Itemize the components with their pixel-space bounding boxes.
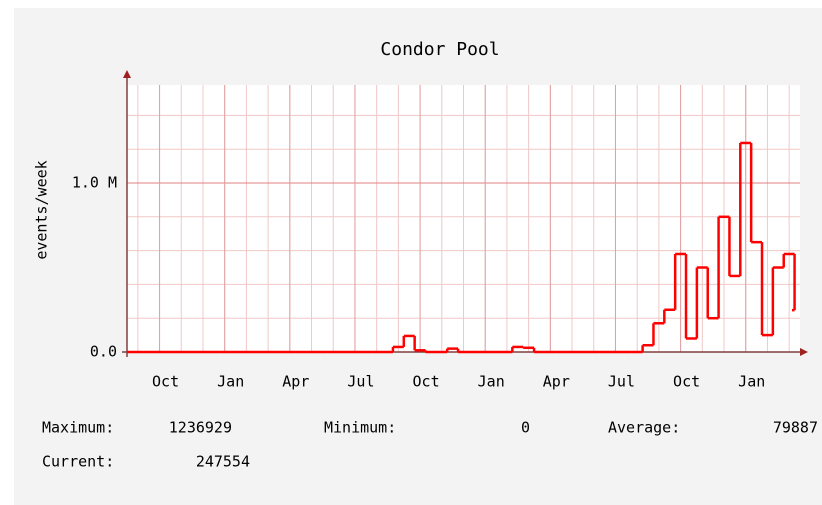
x-tick-label: Jan bbox=[217, 373, 244, 391]
y-axis-arrow bbox=[123, 70, 131, 78]
x-tick-label: Jul bbox=[347, 373, 374, 391]
y-tick-label: 0.0 bbox=[90, 343, 117, 361]
x-tick-label: Jan bbox=[738, 373, 765, 391]
stat-value: 79887 bbox=[773, 419, 818, 437]
stat-label: Maximum: bbox=[42, 419, 114, 437]
stat-value: 1236929 bbox=[169, 419, 232, 437]
chart-title: Condor Pool bbox=[380, 39, 499, 60]
y-tick-label: 1.0 M bbox=[72, 174, 117, 192]
x-axis-arrow bbox=[800, 348, 808, 356]
x-tick-label: Oct bbox=[152, 373, 179, 391]
stat-value: 0 bbox=[521, 419, 530, 437]
stat-label: Average: bbox=[608, 419, 680, 437]
x-tick-label: Oct bbox=[413, 373, 440, 391]
x-tick-label: Apr bbox=[282, 373, 309, 391]
x-tick-label: Apr bbox=[543, 373, 570, 391]
x-tick-label: Jan bbox=[478, 373, 505, 391]
stat-value: 247554 bbox=[196, 453, 250, 471]
y-axis-label: events/week bbox=[33, 160, 51, 259]
x-tick-label: Jul bbox=[608, 373, 635, 391]
stat-label: Current: bbox=[42, 453, 114, 471]
x-tick-label: Oct bbox=[673, 373, 700, 391]
stat-label: Minimum: bbox=[324, 419, 396, 437]
